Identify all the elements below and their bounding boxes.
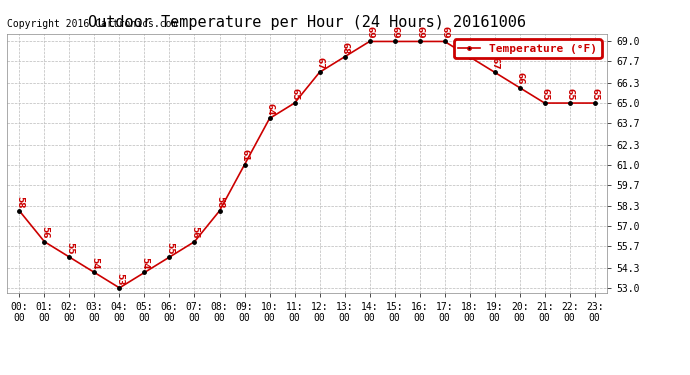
Text: 69: 69 (440, 26, 449, 39)
Text: 67: 67 (315, 57, 324, 69)
Text: 54: 54 (90, 257, 99, 270)
Text: 53: 53 (115, 273, 124, 285)
Text: 65: 65 (565, 88, 574, 100)
Text: 68: 68 (465, 42, 474, 54)
Text: 55: 55 (65, 242, 74, 254)
Text: 65: 65 (590, 88, 599, 100)
Text: 65: 65 (540, 88, 549, 100)
Text: Copyright 2016 Cartronics.com: Copyright 2016 Cartronics.com (7, 19, 177, 28)
Text: 55: 55 (165, 242, 174, 254)
Text: 68: 68 (340, 42, 349, 54)
Legend: Temperature (°F): Temperature (°F) (453, 39, 602, 58)
Text: 58: 58 (15, 196, 24, 208)
Text: 66: 66 (515, 72, 524, 85)
Text: 67: 67 (490, 57, 499, 69)
Text: 69: 69 (390, 26, 399, 39)
Text: 58: 58 (215, 196, 224, 208)
Text: 69: 69 (415, 26, 424, 39)
Title: Outdoor Temperature per Hour (24 Hours) 20161006: Outdoor Temperature per Hour (24 Hours) … (88, 15, 526, 30)
Text: 69: 69 (365, 26, 374, 39)
Text: 65: 65 (290, 88, 299, 100)
Text: 56: 56 (40, 226, 49, 239)
Text: 61: 61 (240, 149, 249, 162)
Text: 64: 64 (265, 103, 274, 116)
Text: 56: 56 (190, 226, 199, 239)
Text: 54: 54 (140, 257, 149, 270)
